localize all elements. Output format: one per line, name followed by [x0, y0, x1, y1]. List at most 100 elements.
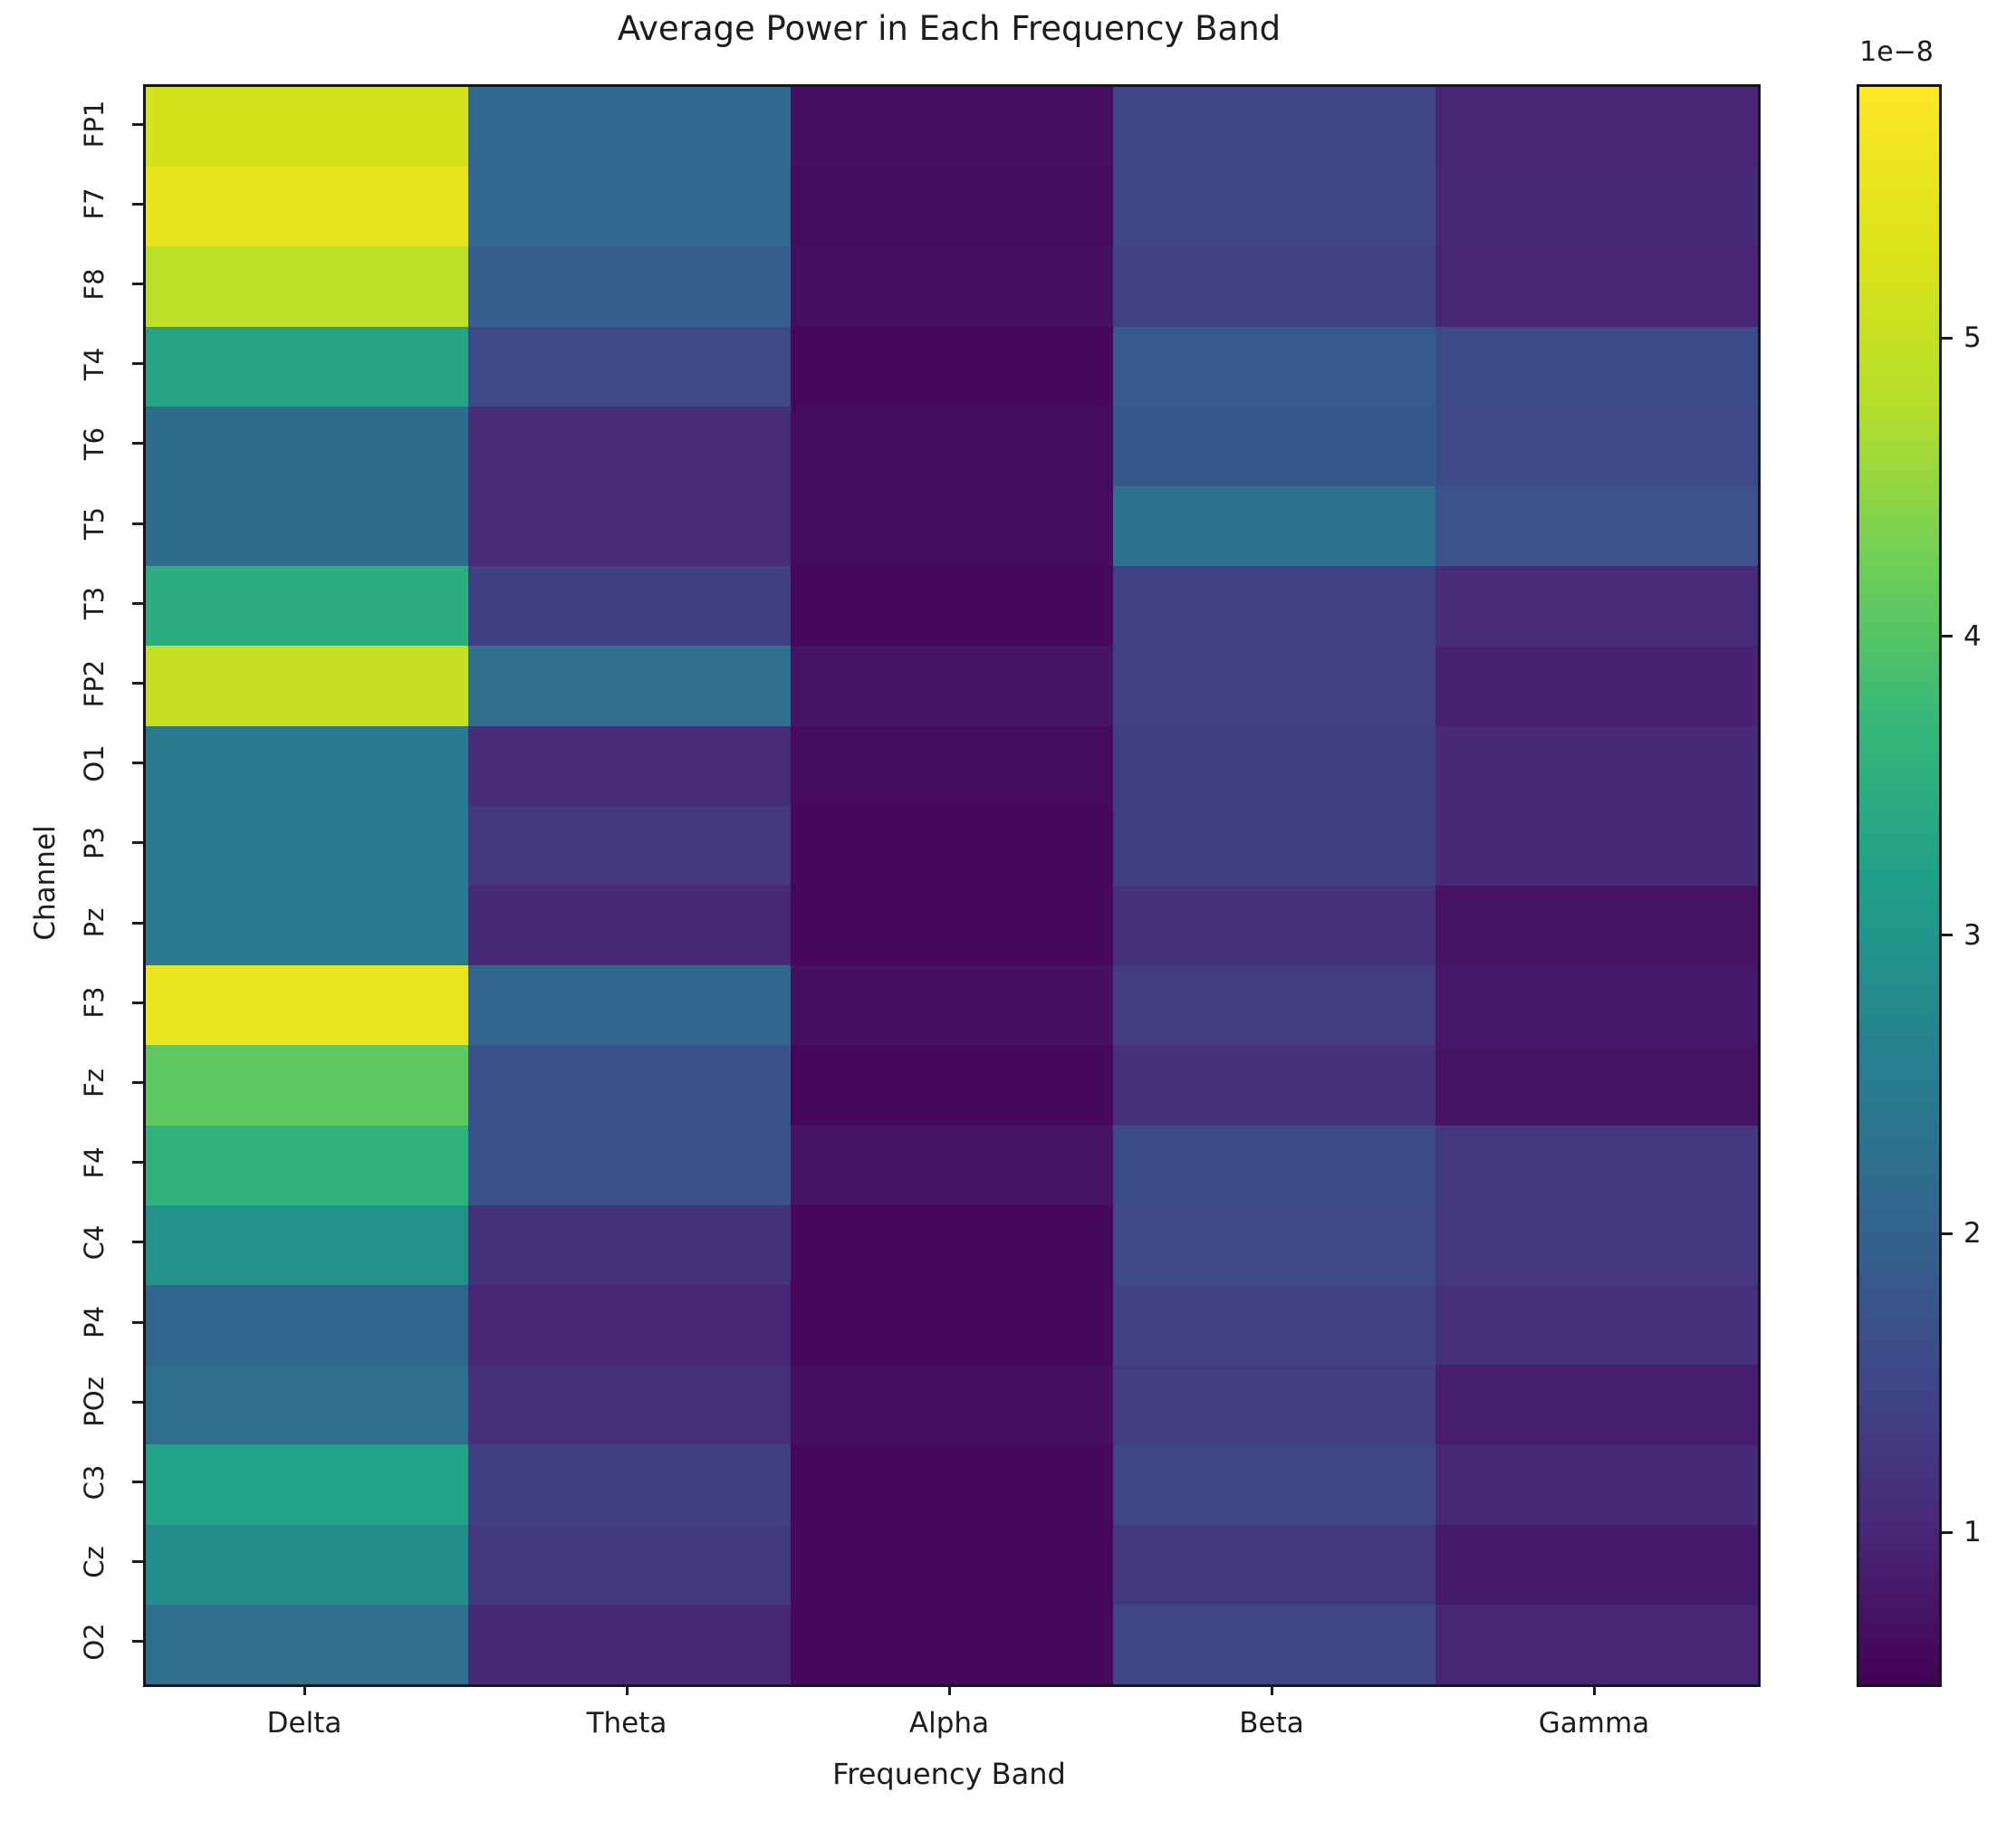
y-tick-mark	[132, 1241, 143, 1244]
heatmap-cell	[468, 1604, 791, 1684]
y-tick-mark	[132, 1560, 143, 1564]
colorbar-tick-mark	[1942, 336, 1953, 340]
y-tick-label: C3	[79, 1464, 110, 1500]
y-tick-mark	[132, 1481, 143, 1483]
heatmap-cell	[468, 965, 791, 1046]
heatmap-cell	[791, 1524, 1113, 1605]
y-tick-mark	[132, 841, 143, 845]
heatmap-cell	[1113, 326, 1435, 407]
heatmap-cell	[1113, 246, 1435, 327]
heatmap-cell	[1435, 167, 1758, 247]
heatmap-cell	[468, 646, 791, 726]
heatmap-cell	[791, 725, 1113, 806]
y-tick-mark	[132, 1161, 143, 1165]
heatmap-cell	[468, 485, 791, 567]
heatmap-cell	[1113, 805, 1435, 886]
heatmap-cell	[468, 1365, 791, 1445]
y-tick-label: T3	[79, 587, 110, 620]
y-tick-mark	[132, 283, 143, 285]
colorbar-tick-mark	[1942, 1530, 1953, 1534]
heatmap-cell	[1113, 725, 1435, 806]
heatmap-cell	[1113, 1365, 1435, 1445]
y-tick-label: F7	[79, 187, 110, 220]
heatmap-cell	[1435, 326, 1758, 407]
heatmap-cell	[146, 1045, 468, 1126]
y-tick-mark	[132, 1640, 143, 1644]
heatmap-cell	[146, 246, 468, 327]
heatmap-cell	[1113, 485, 1435, 567]
x-tick-mark	[1270, 1684, 1273, 1695]
y-tick-mark	[132, 682, 143, 685]
y-tick-label: F4	[79, 1146, 110, 1179]
y-tick-label: Fz	[79, 1068, 110, 1098]
colorbar-tick-label: 4	[1963, 619, 1982, 653]
heatmap-cell	[1435, 566, 1758, 647]
heatmap-cell	[791, 1365, 1113, 1445]
heatmap-cell	[1435, 1284, 1758, 1366]
heatmap-cell	[468, 725, 791, 806]
heatmap-cell	[791, 406, 1113, 486]
heatmap-cell	[1113, 646, 1435, 726]
heatmap-cell	[1435, 725, 1758, 806]
heatmap-cell	[791, 87, 1113, 168]
heatmap-cell	[146, 1524, 468, 1605]
heatmap-cell	[468, 406, 791, 486]
heatmap-cell	[146, 167, 468, 247]
heatmap-cell	[468, 1204, 791, 1285]
heatmap-cell	[791, 646, 1113, 726]
y-axis-label: Channel	[29, 825, 62, 941]
y-tick-mark	[132, 921, 143, 925]
y-tick-label: Cz	[79, 1545, 110, 1578]
heatmap-cell	[1113, 1204, 1435, 1285]
heatmap-cell	[146, 965, 468, 1046]
colorbar-tick-label: 3	[1963, 918, 1982, 952]
heatmap-cell	[791, 1284, 1113, 1366]
heatmap-cell	[146, 1604, 468, 1684]
heatmap-cell	[791, 566, 1113, 647]
x-tick-label: Delta	[266, 1707, 342, 1740]
y-tick-label: T6	[79, 427, 110, 460]
y-tick-mark	[132, 1320, 143, 1324]
y-tick-label: P3	[79, 826, 110, 859]
heatmap-cell	[1435, 87, 1758, 168]
heatmap-cell	[791, 1204, 1113, 1285]
y-tick-mark	[132, 1081, 143, 1084]
colorbar-tick-mark	[1942, 934, 1953, 937]
x-axis-label: Frequency Band	[832, 1757, 1066, 1791]
heatmap-cell	[1113, 406, 1435, 486]
y-tick-mark	[132, 362, 143, 366]
colorbar-offset-label: 1e−8	[1859, 36, 1934, 68]
heatmap-cell	[1435, 1365, 1758, 1445]
heatmap-cell	[791, 965, 1113, 1046]
heatmap-cell	[146, 406, 468, 486]
heatmap-cell	[1113, 87, 1435, 168]
y-tick-label: O1	[79, 744, 110, 782]
colorbar-tick-label: 1	[1963, 1516, 1982, 1549]
heatmap-cell	[1435, 1524, 1758, 1605]
y-tick-label: POz	[79, 1376, 110, 1428]
heatmap-cell	[468, 885, 791, 966]
heatmap-cell	[791, 1125, 1113, 1205]
colorbar-tick-label: 5	[1963, 321, 1982, 355]
y-tick-label: F8	[79, 267, 110, 301]
y-tick-mark	[132, 522, 143, 525]
y-tick-label: F3	[79, 986, 110, 1019]
heatmap-cell	[146, 485, 468, 567]
heatmap-cell	[791, 1444, 1113, 1525]
y-tick-label: T5	[79, 507, 110, 541]
heatmap-cell	[1113, 965, 1435, 1046]
y-tick-label: P4	[79, 1306, 110, 1339]
heatmap-cell	[1113, 167, 1435, 247]
heatmap-cell	[468, 1524, 791, 1605]
heatmap-cell	[1435, 1444, 1758, 1525]
heatmap-cell	[146, 326, 468, 407]
heatmap-cell	[1113, 885, 1435, 966]
heatmap-cell	[468, 1125, 791, 1205]
heatmap-cell	[791, 167, 1113, 247]
heatmap-cell	[146, 885, 468, 966]
heatmap-cell	[1435, 1204, 1758, 1285]
heatmap	[143, 84, 1761, 1687]
heatmap-cell	[1435, 485, 1758, 567]
y-tick-mark	[132, 202, 143, 206]
